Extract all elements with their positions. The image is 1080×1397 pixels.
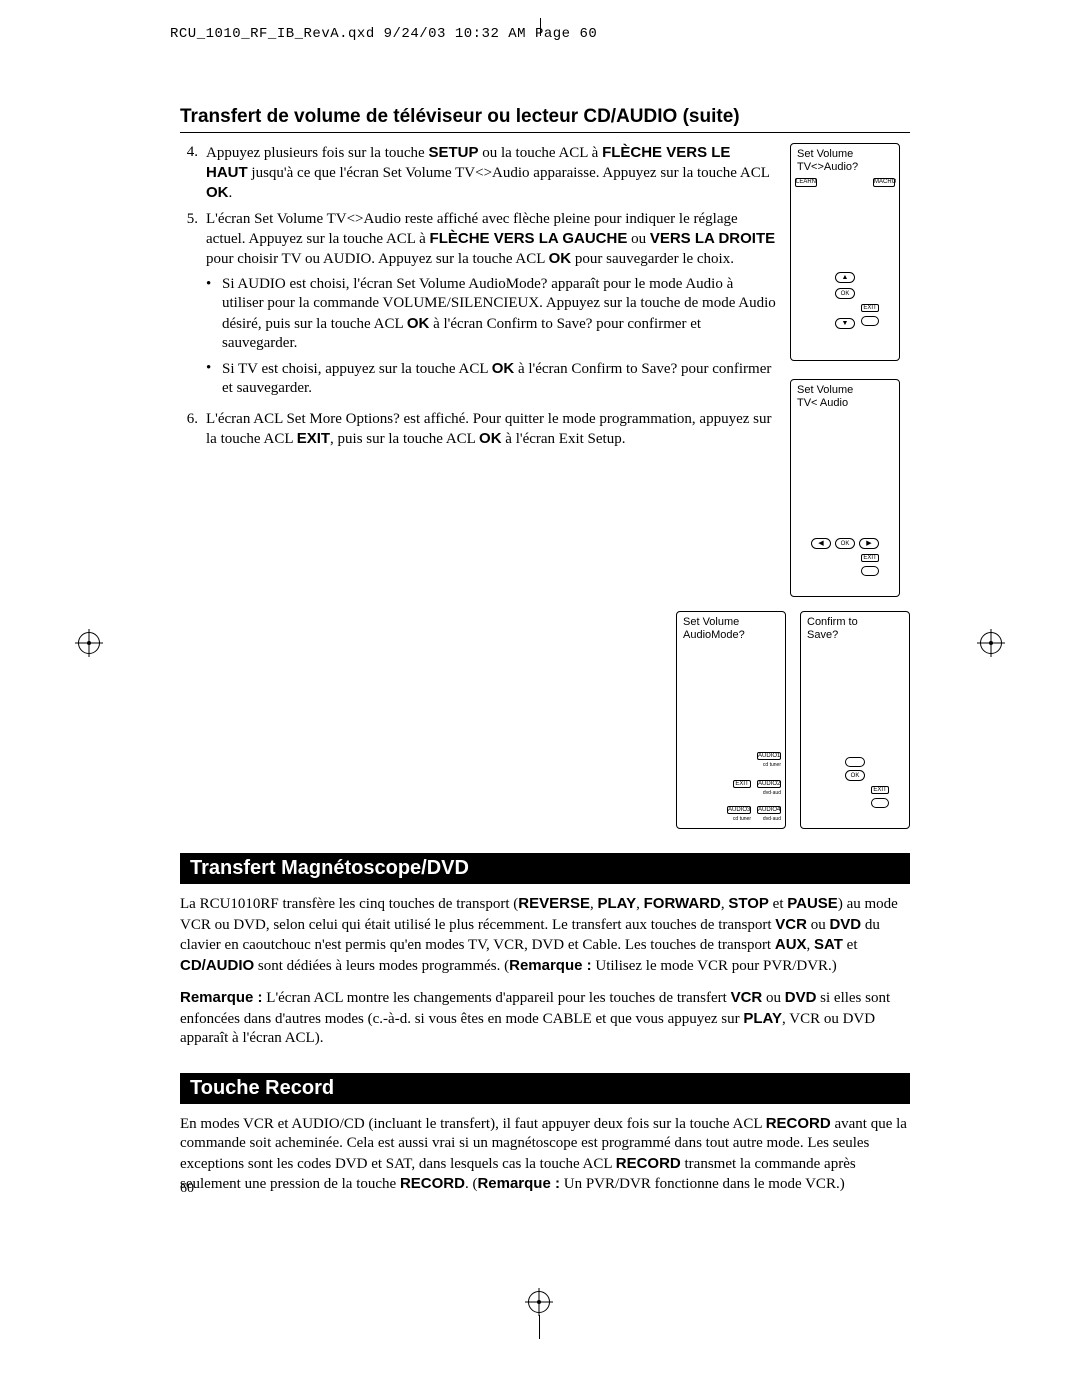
lcd-line1: Set Volume xyxy=(797,148,893,161)
step-num: 5. xyxy=(180,210,206,405)
audio4-button: AUDIO4 xyxy=(757,806,781,814)
lcd-line2: AudioMode? xyxy=(683,629,779,642)
ok-button: OK xyxy=(845,770,865,781)
step-list: 4. Appuyez plusieurs fois sur la touche … xyxy=(180,143,776,450)
sub-label: cd tuner xyxy=(763,762,781,768)
crop-mark xyxy=(539,1315,540,1339)
up-button: ▲ xyxy=(835,272,855,283)
section2-p1: La RCU1010RF transfère les cinq touches … xyxy=(180,894,910,976)
exit-button: EXIT xyxy=(861,554,879,562)
lcd-line1: Set Volume xyxy=(683,616,779,629)
crop-target-left xyxy=(78,632,100,654)
crop-target-bottom xyxy=(528,1291,550,1313)
blank-button xyxy=(861,316,879,326)
ok-button: OK xyxy=(835,538,855,549)
content-row: 4. Appuyez plusieurs fois sur la touche … xyxy=(180,143,910,597)
lcd-diagram-4: Confirm to Save? OK EXIT xyxy=(800,611,910,829)
step-num: 4. xyxy=(180,143,206,204)
exit-button: EXIT xyxy=(871,786,889,794)
audio2-button: AUDIO2 xyxy=(757,780,781,788)
blank-button xyxy=(871,798,889,808)
crop-mark xyxy=(540,18,541,36)
sub-label: cd tuner xyxy=(733,816,751,822)
exit-button: EXIT xyxy=(861,304,879,312)
print-header: RCU_1010_RF_IB_RevA.qxd 9/24/03 10:32 AM… xyxy=(170,26,597,42)
lcd-line2: TV< Audio xyxy=(797,397,893,410)
crop-target-right xyxy=(980,632,1002,654)
diagrams-column: Set Volume TV<>Audio? LEARN MACRO ▲ OK ▼… xyxy=(790,143,910,597)
step-5: 5. L'écran Set Volume TV<>Audio reste af… xyxy=(180,210,776,405)
exit-button: EXIT xyxy=(733,780,751,788)
main-heading: Transfert de volume de téléviseur ou lec… xyxy=(180,106,910,133)
page-number: 60 xyxy=(180,1181,194,1197)
right-button: ▶ xyxy=(859,538,879,549)
bullet-b: • Si TV est choisi, appuyez sur la touch… xyxy=(206,359,776,398)
page: RCU_1010_RF_IB_RevA.qxd 9/24/03 10:32 AM… xyxy=(0,0,1080,1397)
lcd-line2: Save? xyxy=(807,629,903,642)
macro-button: MACRO xyxy=(873,178,895,187)
sub-bullets: • Si AUDIO est choisi, l'écran Set Volum… xyxy=(206,275,776,398)
step-num: 6. xyxy=(180,410,206,449)
blank-button xyxy=(861,566,879,576)
learn-button: LEARN xyxy=(795,178,817,187)
audio3-button: AUDIO3 xyxy=(727,806,751,814)
lcd-diagram-3: Set Volume AudioMode? AUDIO1 cd tuner EX… xyxy=(676,611,786,829)
diagram-row: Set Volume AudioMode? AUDIO1 cd tuner EX… xyxy=(480,611,910,829)
sub-label: dvd·aud xyxy=(763,816,781,822)
blank-button xyxy=(845,757,865,767)
sub-label: dvd·aud xyxy=(763,790,781,796)
section-bar-transfert: Transfert Magnétoscope/DVD xyxy=(180,853,910,884)
step-6: 6. L'écran ACL Set More Options? est aff… xyxy=(180,410,776,449)
left-button: ◀ xyxy=(811,538,831,549)
step-body: Appuyez plusieurs fois sur la touche SET… xyxy=(206,143,776,204)
lcd-line1: Set Volume xyxy=(797,384,893,397)
step-4: 4. Appuyez plusieurs fois sur la touche … xyxy=(180,143,776,204)
text-column: 4. Appuyez plusieurs fois sur la touche … xyxy=(180,143,776,597)
step-body: L'écran Set Volume TV<>Audio reste affic… xyxy=(206,210,776,405)
section3-p1: En modes VCR et AUDIO/CD (incluant le tr… xyxy=(180,1114,910,1195)
lcd-diagram-2: Set Volume TV< Audio ◀ OK ▶ EXIT xyxy=(790,379,900,597)
lcd-diagram-1: Set Volume TV<>Audio? LEARN MACRO ▲ OK ▼… xyxy=(790,143,900,361)
ok-button: OK xyxy=(835,288,855,299)
down-button: ▼ xyxy=(835,318,855,329)
step-body: L'écran ACL Set More Options? est affich… xyxy=(206,410,776,449)
lcd-line2: TV<>Audio? xyxy=(797,161,893,174)
audio1-button: AUDIO1 xyxy=(757,752,781,760)
section2-p2: Remarque : L'écran ACL montre les change… xyxy=(180,988,910,1049)
section-bar-record: Touche Record xyxy=(180,1073,910,1104)
lcd-line1: Confirm to xyxy=(807,616,903,629)
bullet-a: • Si AUDIO est choisi, l'écran Set Volum… xyxy=(206,275,776,353)
